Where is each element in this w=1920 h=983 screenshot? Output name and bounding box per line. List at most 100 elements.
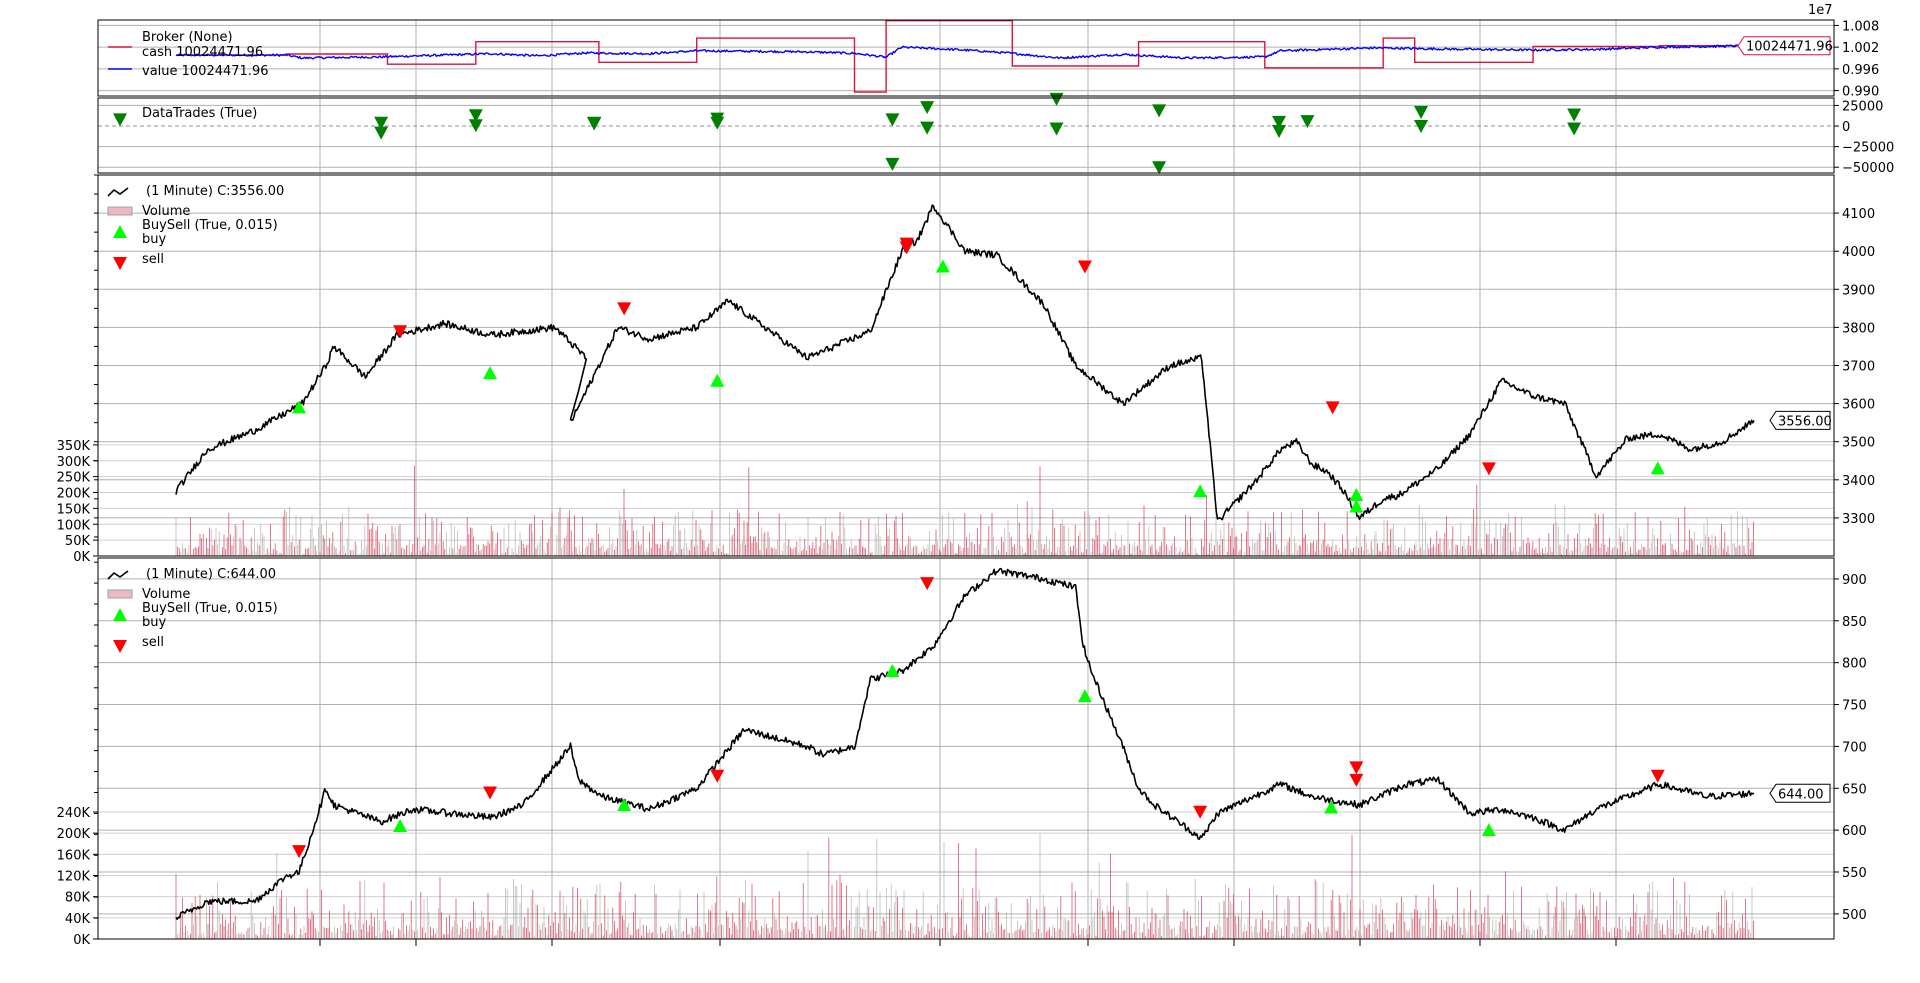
volume-tick-label: 200K [57, 827, 91, 842]
trade-marker [468, 119, 483, 133]
sell-marker [920, 577, 935, 591]
panel-3 [319, 558, 1617, 939]
legend-label: BuySell (True, 0.015) [142, 601, 278, 616]
volume-tick-label: 300K [57, 455, 91, 470]
volume-tick-label: 150K [57, 502, 91, 517]
legend-label: DataTrades (True) [142, 106, 257, 121]
sell-marker [710, 769, 725, 783]
trade-marker [920, 101, 935, 115]
legend-volume-icon [107, 206, 133, 216]
trade-marker [1567, 122, 1582, 136]
sell-marker [1077, 260, 1092, 274]
sell-marker [899, 241, 914, 255]
legend-volume-icon [107, 589, 133, 599]
y-tick-label: 1.008 [1842, 19, 1879, 34]
y-tick-label: 3600 [1842, 398, 1875, 413]
data1-panel: 900 850 800 750 700 650 600 550 500 240K 200K 160K 1… [57, 561, 1867, 948]
sell-marker [617, 302, 632, 316]
trade-marker [587, 117, 602, 131]
buy-marker [483, 366, 498, 380]
y-tick-label: 3900 [1842, 283, 1875, 298]
volume-tick-label: 50K [65, 534, 91, 549]
legend-label: Volume [142, 587, 190, 602]
y-tick-label: 25000 [1842, 99, 1883, 114]
trade-marker [1414, 106, 1429, 120]
volume-bar [175, 504, 1748, 556]
trade-marker [920, 121, 935, 135]
trade-marker [1272, 115, 1287, 129]
trade-marker [1152, 161, 1167, 175]
y-axis-exponent: 1e7 [1808, 3, 1833, 18]
broker-legend: Broker (None)cash 10024471.96 value 10024… [108, 30, 268, 79]
buy-marker [1349, 499, 1364, 513]
legend-label: sell [142, 252, 164, 267]
legend-label: value 10024471.96 [142, 64, 268, 79]
y-tick-label: 3800 [1842, 321, 1875, 336]
last-value-label: 644.00 [1778, 787, 1824, 802]
sell-marker [292, 845, 307, 859]
trade-marker [1272, 124, 1287, 138]
volume-bar [177, 833, 1753, 939]
volume-tick-label: 350K [57, 439, 91, 454]
y-tick-label: 4000 [1842, 245, 1875, 260]
legend-line-icon [107, 570, 129, 580]
last-value-box [1769, 783, 1831, 803]
axes-frame [97, 97, 1835, 174]
trade-marker [1049, 122, 1064, 136]
cash-series [176, 20, 1754, 93]
close-series [175, 204, 1755, 521]
sell-marker [1325, 401, 1340, 415]
volume-bar [175, 835, 1754, 939]
buy-marker [935, 259, 950, 273]
sell-marker [1650, 769, 1665, 783]
buy-marker [393, 818, 408, 832]
y-tick-label: 4100 [1842, 207, 1875, 222]
legend-label: buy [142, 232, 166, 247]
axes-frame [97, 557, 1835, 940]
legend-label: (1 Minute) C:644.00 [146, 567, 276, 582]
trade-marker [1152, 104, 1167, 118]
y-tick-label: 700 [1842, 740, 1867, 755]
y-tick-label: 0.996 [1842, 63, 1879, 78]
volume-tick-label: 160K [57, 848, 91, 863]
last-value-label: 3556.00 [1778, 414, 1832, 429]
volume-tick-label: 120K [57, 870, 91, 885]
last-value-label: 10024471.96 [1746, 40, 1833, 55]
y-tick-label: −50000 [1842, 161, 1894, 176]
buy-marker [1077, 689, 1092, 703]
trade-marker [374, 126, 389, 140]
legend-label: sell [142, 635, 164, 650]
sell-marker [1349, 773, 1364, 787]
trade-marker [374, 116, 389, 130]
trade-marker [885, 113, 900, 127]
volume-tick-label: 0K [73, 550, 90, 565]
y-tick-label: 600 [1842, 824, 1867, 839]
trade-marker [1414, 120, 1429, 134]
sell-marker [483, 786, 498, 800]
legend-buy-icon [113, 608, 127, 621]
legend-buy-icon [113, 225, 127, 238]
last-value-box [1737, 36, 1831, 56]
legend-label: cash 10024471.96 [142, 45, 263, 60]
axes-frame [97, 174, 1835, 557]
y-tick-label: 3700 [1842, 360, 1875, 375]
y-tick-label: 3500 [1842, 436, 1875, 451]
volume-bar [177, 465, 1754, 556]
volume-tick-label: 100K [57, 518, 91, 533]
trade-marker [885, 157, 900, 171]
sell-marker [1481, 462, 1496, 476]
buy-marker [617, 798, 632, 812]
broker-panel: 1.008 1.002 0.996 0.990 1e7 Broker (None)cash… [98, 3, 1879, 100]
legend-line-icon [107, 187, 129, 197]
y-tick-label: −25000 [1842, 141, 1894, 156]
sell-marker [393, 325, 408, 339]
data0-panel: 4100 4000 3900 3800 3700 3600 3500 3400 3300 350K… [57, 174, 1875, 565]
y-tick-label: 3300 [1842, 512, 1875, 527]
buy-marker [1324, 800, 1339, 814]
panel-0 [319, 20, 1617, 96]
y-tick-label: 550 [1842, 866, 1867, 881]
y-tick-label: 0.990 [1842, 85, 1879, 100]
y-tick-label: 900 [1842, 573, 1867, 588]
buy-marker [885, 664, 900, 678]
